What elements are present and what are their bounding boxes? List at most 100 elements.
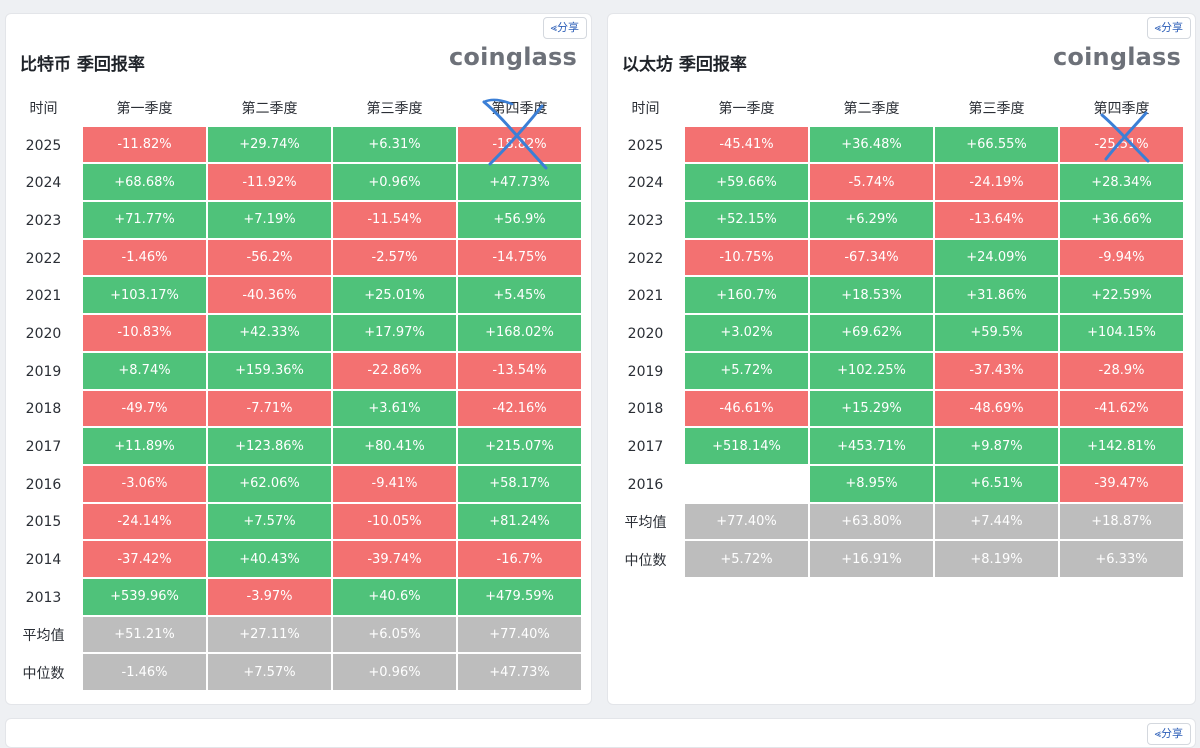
return-cell: +11.89% [83, 428, 206, 466]
summary-cell: +18.87% [1060, 503, 1183, 542]
column-header-quarter: 第四季度 [491, 100, 548, 117]
return-cell: +8.95% [810, 465, 933, 504]
return-cell: -5.74% [810, 164, 933, 203]
summary-row-label: 中位数 [624, 553, 667, 570]
return-cell: +62.06% [208, 465, 331, 504]
return-cell: -28.9% [1060, 352, 1183, 391]
year-label: 2013 [25, 589, 62, 606]
return-cell: +160.7% [685, 277, 808, 316]
share-button[interactable]: ⪡分享 [542, 17, 587, 39]
return-cell: +24.09% [935, 239, 1058, 278]
return-cell: +71.77% [83, 202, 206, 240]
return-cell: +29.74% [208, 126, 331, 165]
return-cell: +123.86% [208, 428, 331, 466]
return-cell: +59.66% [685, 164, 808, 203]
summary-cell: +27.11% [208, 616, 331, 655]
return-cell: +22.59% [1060, 277, 1183, 316]
return-cell: +52.15% [685, 202, 808, 240]
year-label: 2020 [627, 325, 664, 342]
summary-cell: +77.40% [458, 616, 581, 655]
btc-quarterly-returns-panel: 比特币 季回报率 ⪡分享 coinglass 时间 第一季度 第二季度 第三季度 第四季… [5, 13, 592, 705]
column-header-quarter: 第三季度 [366, 100, 423, 117]
return-cell: +40.43% [208, 541, 331, 579]
year-label: 2023 [627, 212, 664, 229]
return-cell: -13.54% [458, 352, 581, 391]
summary-cell: +6.05% [333, 616, 456, 655]
return-cell: -1.46% [83, 239, 206, 278]
return-cell: +5.45% [458, 277, 581, 316]
return-cell: +142.81% [1060, 428, 1183, 466]
column-header-time: 时间 [29, 100, 58, 117]
year-label: 2018 [627, 401, 664, 418]
return-cell: -2.57% [333, 239, 456, 278]
return-cell: +36.66% [1060, 202, 1183, 240]
return-cell: -14.75% [458, 239, 581, 278]
return-cell: +159.36% [208, 352, 331, 391]
return-cell: -7.71% [208, 390, 331, 429]
summary-row-label: 平均值 [624, 515, 667, 532]
summary-cell: +6.33% [1060, 541, 1183, 579]
return-cell: -10.05% [333, 503, 456, 542]
return-cell: +0.96% [333, 164, 456, 203]
return-cell: -24.14% [83, 503, 206, 542]
return-cell: -16.7% [458, 541, 581, 579]
return-cell: -3.06% [83, 465, 206, 504]
year-label: 2020 [25, 325, 62, 342]
year-label: 2022 [627, 250, 664, 267]
return-cell: +6.29% [810, 202, 933, 240]
year-label: 2016 [627, 476, 664, 493]
return-cell: +68.68% [83, 164, 206, 203]
return-cell: +7.19% [208, 202, 331, 240]
year-label: 2024 [25, 175, 62, 192]
column-header-time: 时间 [631, 100, 660, 117]
return-cell: -11.82% [83, 126, 206, 165]
return-cell: +539.96% [83, 578, 206, 617]
year-label: 2016 [25, 476, 62, 493]
return-cell: +56.9% [458, 202, 581, 240]
year-label: 2022 [25, 250, 62, 267]
return-cell: -24.19% [935, 164, 1058, 203]
return-cell: -39.74% [333, 541, 456, 579]
return-cell: -11.92% [208, 164, 331, 203]
return-cell: +15.29% [810, 390, 933, 429]
return-cell: +5.72% [685, 352, 808, 391]
return-cell: -37.42% [83, 541, 206, 579]
return-cell: +215.07% [458, 428, 581, 466]
return-cell: -25.51% [1060, 126, 1183, 165]
return-cell: +58.17% [458, 465, 581, 504]
return-cell: -42.16% [458, 390, 581, 429]
column-header-quarter: 第二季度 [241, 100, 298, 117]
return-cell: +66.55% [935, 126, 1058, 165]
return-cell: +17.97% [333, 315, 456, 353]
summary-cell: +8.19% [935, 541, 1058, 579]
column-header-quarter: 第三季度 [968, 100, 1025, 117]
return-cell: +3.61% [333, 390, 456, 429]
eth-quarterly-returns-panel: 以太坊 季回报率 ⪡分享 coinglass 时间 第一季度 第二季度 第三季度 第四季… [607, 13, 1196, 705]
return-cell: -41.62% [1060, 390, 1183, 429]
year-label: 2021 [25, 288, 62, 305]
share-button[interactable]: ⪡分享 [1146, 723, 1191, 745]
return-cell: +453.71% [810, 428, 933, 466]
return-cell: -46.61% [685, 390, 808, 429]
return-cell: +18.53% [810, 277, 933, 316]
return-cell: +47.73% [458, 164, 581, 203]
year-label: 2023 [25, 212, 62, 229]
return-cell: +518.14% [685, 428, 808, 466]
summary-cell: +16.91% [810, 541, 933, 579]
return-cell: -67.34% [810, 239, 933, 278]
return-cell: +9.87% [935, 428, 1058, 466]
summary-cell: +63.80% [810, 503, 933, 542]
return-cell: -56.2% [208, 239, 331, 278]
column-header-quarter: 第四季度 [1093, 100, 1150, 117]
summary-row-label: 平均值 [22, 628, 65, 645]
return-cell: +6.31% [333, 126, 456, 165]
year-label: 2019 [627, 363, 664, 380]
return-cell: -48.69% [935, 390, 1058, 429]
return-cell: -3.97% [208, 578, 331, 617]
return-cell: -40.36% [208, 277, 331, 316]
year-label: 2021 [627, 288, 664, 305]
return-cell: +42.33% [208, 315, 331, 353]
summary-cell: +5.72% [685, 541, 808, 579]
year-label: 2025 [627, 137, 664, 154]
share-button[interactable]: ⪡分享 [1146, 17, 1191, 39]
